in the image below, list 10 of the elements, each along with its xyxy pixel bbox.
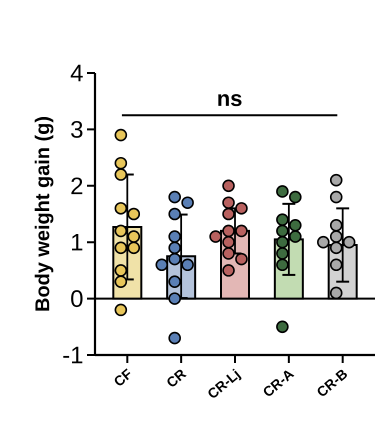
x-tick-label: CR	[167, 370, 187, 386]
y-tick-label: 0	[71, 290, 83, 308]
y-tick-label: 4	[70, 64, 83, 82]
y-tick-label: -1	[63, 346, 82, 364]
y-tick-label: 2	[71, 177, 82, 194]
x-tick-label: CF	[114, 368, 130, 386]
y-tick-label: 3	[71, 120, 82, 138]
y-tick-label: 1	[72, 234, 82, 250]
annotation: ns	[218, 94, 242, 106]
y-axis-title: Body weight gain (g)	[34, 117, 54, 311]
